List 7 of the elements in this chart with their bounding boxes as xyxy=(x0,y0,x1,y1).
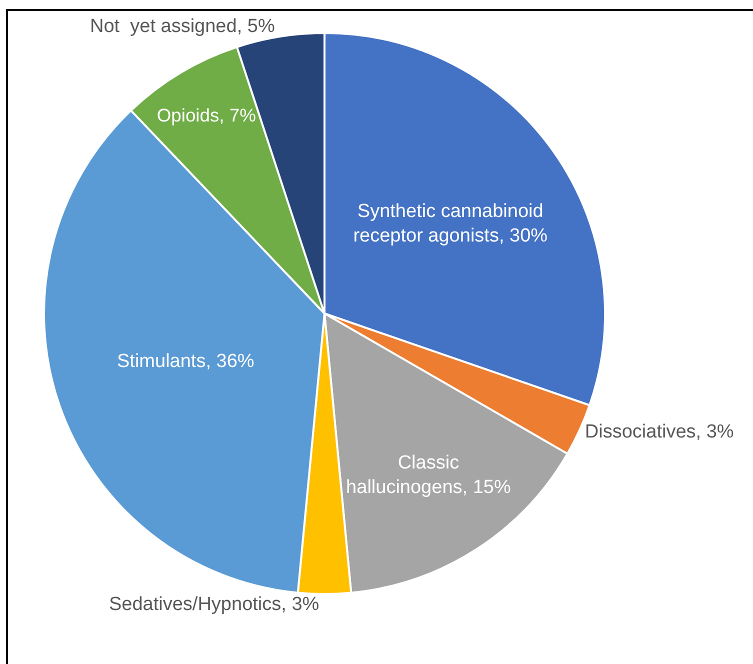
slice-label: Synthetic cannabinoid receptor agonists, 30% xyxy=(353,200,548,247)
slice-label: Stimulants, 36% xyxy=(116,351,254,372)
slice-label: Dissociatives, 3% xyxy=(584,421,734,442)
slice-label: Classic hallucinogens, 15% xyxy=(346,452,511,498)
slice-label: Opioids, 7% xyxy=(156,104,256,126)
slice-label: Not yet assigned, 5% xyxy=(90,16,275,37)
slice-label: Sedatives/Hypnotics, 3% xyxy=(108,594,320,615)
